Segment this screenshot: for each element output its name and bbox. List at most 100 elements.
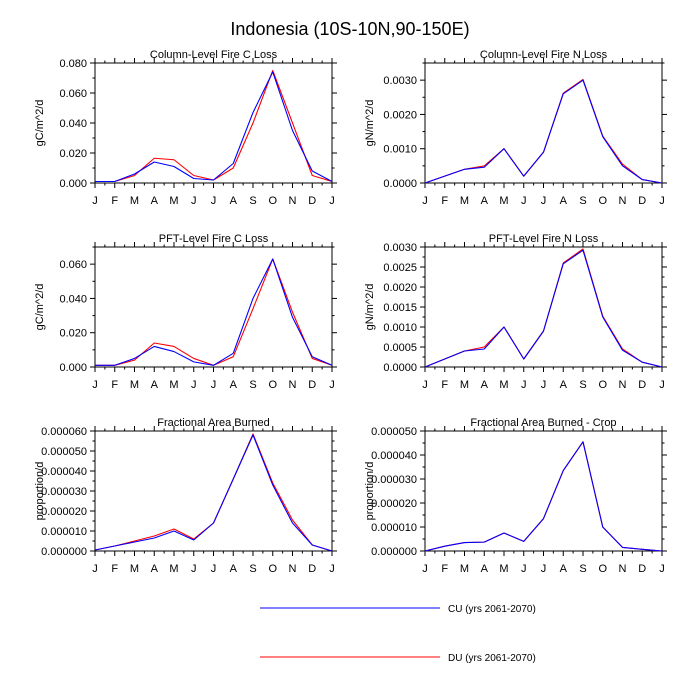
x-tick-label: A [481,379,489,391]
x-tick-label: S [249,195,256,207]
series-line-cu [95,71,333,183]
x-tick-label: J [211,563,217,575]
x-tick-label: J [191,563,197,575]
series-line-du [424,441,663,552]
x-tick-label: D [308,563,316,575]
x-tick-label: A [151,563,159,575]
y-tick-label: 0.000000 [371,546,417,558]
x-tick-label: A [481,563,489,575]
x-tick-label: J [329,195,335,207]
x-tick-label: A [230,563,238,575]
y-tick-label: 0.000000 [41,546,87,558]
y-tick-label: 0.0005 [383,342,417,354]
x-tick-label: J [92,563,98,575]
x-tick-label: J [659,195,665,207]
series-line-cu [424,249,663,368]
y-axis-label: proportion/d [364,462,376,521]
y-tick-label: 0.060 [59,259,87,271]
y-axis-label: gC/m^2/d [34,100,46,147]
y-tick-label: 0.0015 [383,302,417,314]
x-tick-label: N [619,563,627,575]
y-tick-label: 0.000020 [371,498,417,510]
x-tick-label: D [638,563,646,575]
y-tick-label: 0.000040 [371,450,417,462]
x-tick-label: J [211,195,217,207]
y-tick-label: 0.0030 [383,242,417,254]
x-tick-label: J [329,563,335,575]
x-tick-label: D [638,379,646,391]
plot-frame [94,246,333,368]
x-tick-label: A [481,195,489,207]
x-tick-label: S [579,379,586,391]
x-tick-label: J [659,379,665,391]
x-tick-label: N [289,563,297,575]
series-line-cu [94,434,333,552]
x-tick-label: S [249,563,256,575]
y-tick-label: 0.0000 [383,178,417,190]
x-tick-label: J [521,379,527,391]
x-tick-label: A [560,195,568,207]
x-tick-label: F [111,195,118,207]
x-tick-label: J [541,563,547,575]
series-line-du [95,69,333,183]
series-line-du [424,248,663,368]
plot-frame [424,430,663,552]
plot-frame [424,62,663,184]
y-tick-label: 0.020 [59,148,87,160]
x-tick-label: S [579,195,586,207]
series-line-du [95,258,333,366]
x-tick-label: N [619,379,627,391]
x-tick-label: N [289,195,297,207]
y-tick-label: 0.000030 [371,474,417,486]
y-tick-label: 0.0010 [383,322,417,334]
x-tick-label: O [598,563,607,575]
legend: CU (yrs 2061-2070) DU (yrs 2061-2070) [260,604,536,664]
x-tick-label: J [422,195,428,207]
x-tick-label: F [441,563,448,575]
x-tick-label: O [598,379,607,391]
x-tick-label: J [521,563,527,575]
series-line-cu [424,79,663,184]
x-tick-label: S [249,379,256,391]
x-tick-label: J [191,379,197,391]
x-tick-label: O [268,379,277,391]
x-tick-label: M [499,563,508,575]
plot-frame [94,62,333,184]
x-tick-label: J [659,563,665,575]
x-tick-label: A [151,379,159,391]
y-tick-label: 0.000060 [41,426,87,438]
x-tick-label: M [169,563,178,575]
chart-title: Fractional Area Burned [157,417,270,429]
x-tick-label: F [111,563,118,575]
x-tick-label: A [230,195,238,207]
plot-frame [94,430,333,552]
y-tick-label: 0.080 [59,58,87,70]
y-axis-label: gN/m^2/d [364,284,376,331]
x-tick-label: M [169,195,178,207]
x-tick-label: D [638,195,646,207]
x-tick-label: J [541,379,547,391]
x-tick-label: M [460,563,469,575]
chart-title: Column-Level Fire C Loss [150,49,278,61]
y-tick-label: 0.000030 [41,486,87,498]
x-tick-label: A [560,563,568,575]
x-tick-label: J [422,379,428,391]
legend-label-cu: CU (yrs 2061-2070) [448,604,536,615]
x-tick-label: J [92,195,98,207]
x-tick-label: O [268,563,277,575]
y-tick-label: 0.0030 [383,75,417,87]
chart-title: PFT-Level Fire C Loss [159,233,269,245]
y-tick-label: 0.000040 [41,466,87,478]
x-tick-label: O [598,195,607,207]
x-tick-label: M [130,563,139,575]
y-tick-label: 0.040 [59,293,87,305]
y-tick-label: 0.000020 [41,506,87,518]
y-tick-label: 0.0010 [383,144,417,156]
y-tick-label: 0.040 [59,118,87,130]
x-tick-label: M [499,195,508,207]
y-tick-label: 0.000050 [371,426,417,438]
